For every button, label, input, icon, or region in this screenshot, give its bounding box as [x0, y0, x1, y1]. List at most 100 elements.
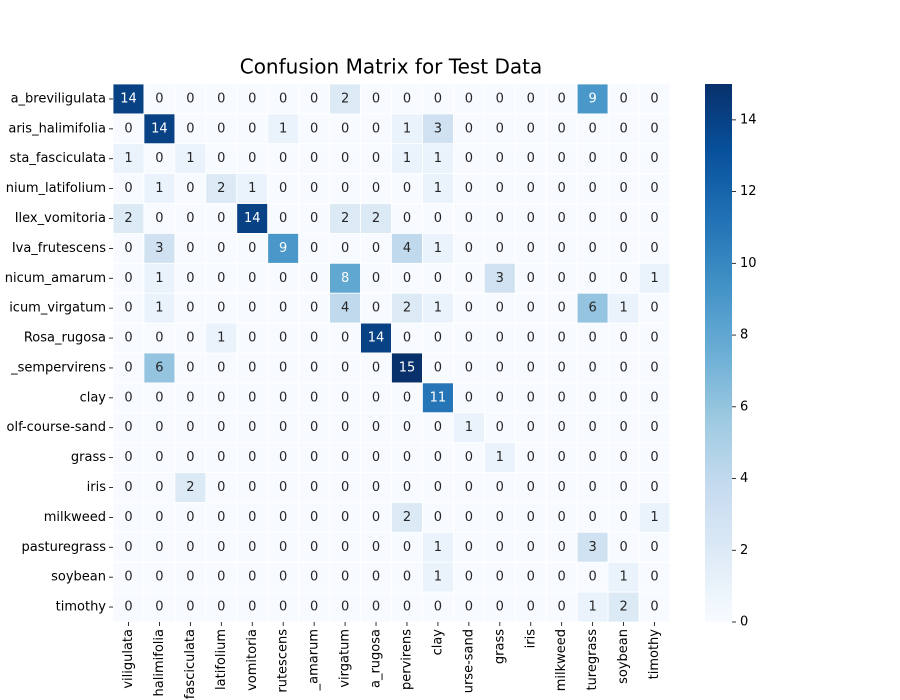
- cell-label: 0: [217, 241, 225, 256]
- cell-label: 1: [155, 271, 163, 286]
- heatmap-cell: [267, 292, 300, 324]
- cell-label: 0: [403, 181, 411, 196]
- heatmap-cell: [236, 502, 269, 533]
- x-tick-label: vomitoria: [245, 629, 260, 691]
- heatmap-cell: [483, 472, 516, 503]
- cell-label: 0: [588, 420, 596, 435]
- cell-label: 0: [372, 121, 380, 136]
- heatmap-cell: [483, 262, 516, 294]
- heatmap-cell: [638, 352, 671, 384]
- cell-label: 0: [465, 600, 473, 615]
- cell-label: 0: [650, 390, 658, 405]
- cell-label: 0: [465, 241, 473, 256]
- cell-label: 0: [310, 91, 318, 106]
- heatmap-cell: [514, 412, 547, 444]
- cell-label: 0: [341, 450, 349, 465]
- cell-label: 0: [619, 241, 627, 256]
- heatmap-cell: [545, 561, 578, 593]
- heatmap-cell: [576, 83, 609, 115]
- cell-label: 0: [248, 91, 256, 106]
- heatmap-cell: [638, 262, 671, 294]
- cell-label: 0: [403, 91, 411, 106]
- heatmap-cell: [607, 382, 640, 414]
- cell-label: 0: [619, 420, 627, 435]
- cell-label: 0: [619, 151, 627, 166]
- cell-label: 0: [558, 241, 566, 256]
- cell-label: 0: [310, 360, 318, 375]
- heatmap-cell: [298, 203, 331, 234]
- heatmap-cell: [638, 173, 671, 204]
- heatmap-cell: [452, 442, 485, 473]
- heatmap-cell: [112, 472, 145, 503]
- cell-label: 0: [341, 241, 349, 256]
- cell-label: 0: [372, 390, 380, 405]
- cell-label: 0: [403, 450, 411, 465]
- cell-label: 0: [310, 211, 318, 226]
- heatmap-cell: [422, 442, 454, 473]
- cell-label: 0: [588, 331, 596, 346]
- heatmap-cell: [452, 531, 485, 563]
- cell-label: 0: [310, 121, 318, 136]
- cell-label: 1: [155, 301, 163, 316]
- y-tick-label: milkweed: [44, 510, 106, 525]
- cell-label: 0: [217, 360, 225, 375]
- cell-label: 0: [403, 420, 411, 435]
- cell-label: 0: [341, 390, 349, 405]
- heatmap-cell: [483, 173, 516, 204]
- cell-label: 0: [372, 420, 380, 435]
- heatmap-cell: [607, 502, 640, 533]
- heatmap-cell: [391, 412, 423, 444]
- cell-label: 0: [527, 331, 535, 346]
- heatmap-cell: [174, 442, 207, 473]
- y-tick-label: olf-course-sand: [7, 420, 107, 435]
- cell-label: 0: [341, 510, 349, 525]
- heatmap-cell: [607, 561, 640, 593]
- cell-label: 0: [248, 510, 256, 525]
- cell-label: 0: [217, 211, 225, 226]
- cell-label: 0: [310, 151, 318, 166]
- heatmap-cell: [452, 472, 485, 503]
- cell-label: 0: [217, 450, 225, 465]
- heatmap-cell: [576, 472, 609, 503]
- heatmap-cell: [452, 502, 485, 533]
- heatmap-cell: [452, 233, 485, 264]
- heatmap-cell: [545, 531, 578, 563]
- colorbar-tick-label: 0: [740, 615, 748, 630]
- cell-label: 0: [465, 360, 473, 375]
- heatmap-cell: [607, 322, 640, 354]
- cell-label: 0: [434, 600, 442, 615]
- cell-label: 1: [619, 570, 627, 585]
- cell-label: 0: [372, 360, 380, 375]
- cell-label: 0: [650, 91, 658, 106]
- heatmap-cell: [514, 262, 547, 294]
- cell-label: 0: [403, 540, 411, 555]
- cell-label: 0: [372, 181, 380, 196]
- cell-label: 0: [496, 151, 504, 166]
- heatmap-cell: [452, 173, 485, 204]
- cell-label: 0: [650, 450, 658, 465]
- heatmap-cell: [545, 173, 578, 204]
- cell-label: 0: [279, 480, 287, 495]
- cell-label: 0: [465, 91, 473, 106]
- heatmap-cell: [143, 442, 176, 473]
- cell-label: 0: [124, 420, 132, 435]
- heatmap-cell: [174, 113, 207, 145]
- heatmap-cell: [576, 442, 609, 473]
- cell-label: 0: [186, 450, 194, 465]
- cell-label: 0: [465, 301, 473, 316]
- cell-label: 0: [650, 181, 658, 196]
- cell-label: 1: [434, 181, 442, 196]
- cell-label: 0: [186, 570, 194, 585]
- cell-label: 0: [527, 600, 535, 615]
- cell-label: 0: [279, 390, 287, 405]
- heatmap-cell: [267, 83, 300, 115]
- heatmap-cell: [545, 143, 578, 175]
- cell-label: 0: [341, 151, 349, 166]
- cell-label: 0: [650, 480, 658, 495]
- heatmap-cell: [298, 502, 331, 533]
- cell-label: 4: [341, 301, 349, 316]
- cell-label: 0: [588, 121, 596, 136]
- cell-label: 0: [372, 480, 380, 495]
- heatmap-cell: [638, 143, 671, 175]
